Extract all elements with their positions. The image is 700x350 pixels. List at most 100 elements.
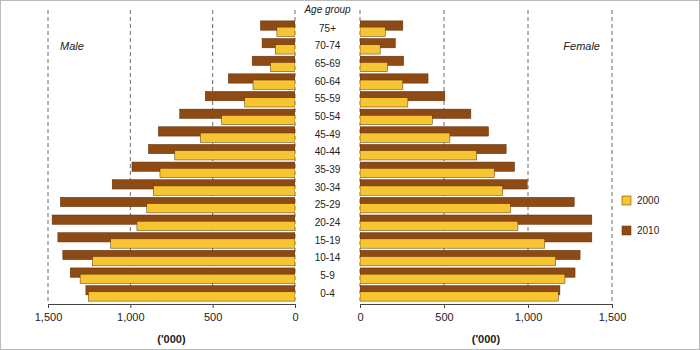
bar xyxy=(275,45,295,54)
grid xyxy=(48,10,295,304)
bar xyxy=(360,115,432,124)
tick-label: 1,500 xyxy=(599,311,627,323)
bar xyxy=(360,133,450,142)
tick: 70-74 xyxy=(315,40,341,51)
legend-swatch xyxy=(622,226,631,235)
grid-line xyxy=(48,10,49,304)
bar xyxy=(360,168,494,177)
tick: 5-9 xyxy=(320,270,335,281)
tick-label: 0 xyxy=(357,311,363,323)
tick-mark xyxy=(444,304,445,308)
tick-label: 0 xyxy=(292,311,298,323)
bars xyxy=(52,21,295,301)
tick: 45-49 xyxy=(315,129,341,140)
bar xyxy=(222,115,295,124)
series xyxy=(80,27,295,301)
tick: 20-24 xyxy=(315,217,341,228)
category-label: 0-4 xyxy=(320,288,335,299)
bar xyxy=(175,151,295,160)
frame xyxy=(1,1,700,350)
tick: 40-44 xyxy=(315,146,341,157)
series xyxy=(360,21,592,295)
legend-swatch xyxy=(622,196,631,205)
bar xyxy=(360,62,388,71)
tick: 35-39 xyxy=(315,164,341,175)
bar xyxy=(360,274,565,283)
bar xyxy=(80,274,295,283)
tick: 60-64 xyxy=(315,76,341,87)
legend: 2000 2010 xyxy=(622,195,660,236)
x-axis: 1,500 1,000 500 0 xyxy=(35,304,299,323)
tick: 55-59 xyxy=(315,93,341,104)
bar xyxy=(245,98,295,107)
bar xyxy=(360,221,518,230)
category-label: 65-69 xyxy=(315,58,341,69)
tick: 0 xyxy=(357,304,363,323)
bar xyxy=(200,133,295,142)
category-label: 25-29 xyxy=(315,199,341,210)
bar xyxy=(360,45,380,54)
bar xyxy=(277,27,295,36)
bar xyxy=(147,204,295,213)
category-label: 35-39 xyxy=(315,164,341,175)
category-label: 10-14 xyxy=(315,252,341,263)
tick: 1,500 xyxy=(599,304,627,323)
bar xyxy=(160,168,295,177)
tick: 1,500 xyxy=(35,304,63,323)
legend-label: 2010 xyxy=(637,225,660,236)
tick: 0 xyxy=(292,304,298,323)
grid-line xyxy=(612,10,613,304)
tick: 0-4 xyxy=(320,288,335,299)
axis-line xyxy=(361,304,613,305)
bar xyxy=(360,257,556,266)
bars xyxy=(360,21,592,301)
tick-mark xyxy=(360,304,361,308)
tick-label: 1,000 xyxy=(117,311,145,323)
panel-title: Male xyxy=(60,40,84,52)
category-label: 55-59 xyxy=(315,93,341,104)
legend-label: 2000 xyxy=(637,195,660,206)
tick-label: 500 xyxy=(435,311,453,323)
tick: 15-19 xyxy=(315,235,341,246)
category-label: 45-49 xyxy=(315,129,341,140)
bar xyxy=(253,80,295,89)
category-label: 20-24 xyxy=(315,217,341,228)
bar xyxy=(360,27,385,36)
tick-mark xyxy=(213,304,214,308)
series xyxy=(52,21,295,295)
tick-mark xyxy=(130,304,131,308)
axis-title: ('000) xyxy=(472,333,501,345)
tick-label: 500 xyxy=(204,311,222,323)
bar xyxy=(270,62,295,71)
category-axis: 75+70-7465-6960-6455-5950-5445-4940-4435… xyxy=(315,23,341,299)
tick-mark xyxy=(295,304,296,308)
bar xyxy=(111,239,295,248)
bar xyxy=(360,98,408,107)
tick: 75+ xyxy=(319,23,336,34)
bar xyxy=(92,257,295,266)
bar xyxy=(360,292,558,301)
bar xyxy=(360,186,503,195)
grid xyxy=(360,10,612,304)
x-axis: 05001,0001,500 xyxy=(357,304,626,323)
tick-label: 1,500 xyxy=(35,311,63,323)
tick-mark xyxy=(612,304,613,308)
chart: 1,500 1,000 500 0 ('000) Male 75+ 70-74 65-69 60-… xyxy=(0,0,700,350)
bar xyxy=(137,221,295,230)
tick: 65-69 xyxy=(315,58,341,69)
category-label: 30-34 xyxy=(315,182,341,193)
category-label: 15-19 xyxy=(315,235,341,246)
tick: 10-14 xyxy=(315,252,341,263)
bar xyxy=(360,80,403,89)
tick: 500 xyxy=(204,304,222,323)
y-axis-title: Age group xyxy=(303,4,351,15)
bar xyxy=(88,292,295,301)
category-label: 75+ xyxy=(319,23,336,34)
axis-line xyxy=(49,304,296,305)
category-label: 40-44 xyxy=(315,146,341,157)
tick-mark xyxy=(48,304,49,308)
series xyxy=(360,27,565,301)
panel: 05001,0001,500('000)Female xyxy=(357,10,626,345)
tick-mark xyxy=(528,304,529,308)
tick: 25-29 xyxy=(315,199,341,210)
